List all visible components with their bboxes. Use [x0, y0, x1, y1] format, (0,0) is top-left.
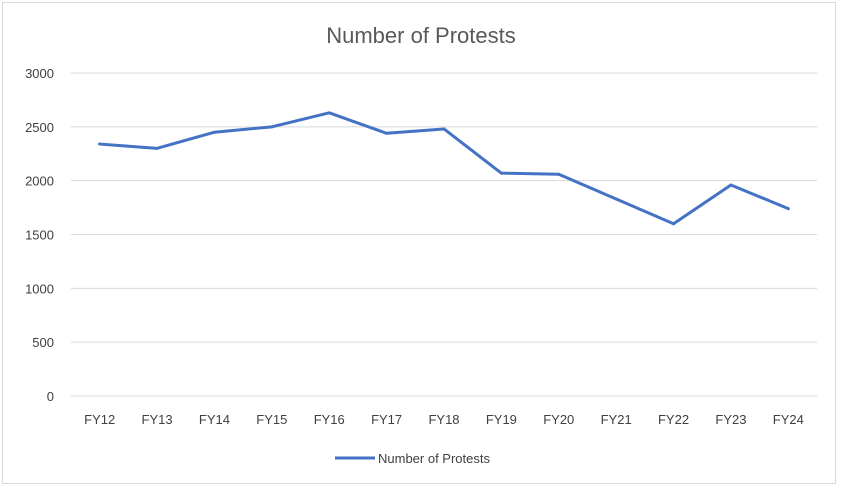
data-point-fy24: [786, 207, 790, 211]
data-point-fy22: [672, 222, 676, 226]
x-tick-label: FY23: [715, 412, 746, 427]
data-point-fy12: [98, 142, 102, 146]
line-chart: Number of Protests 0 500 1000 1500 2000 2500 3…: [25, 23, 817, 466]
y-tick-label: 1500: [25, 228, 54, 243]
data-point-fy21: [614, 197, 618, 201]
series-group: [98, 111, 790, 226]
y-tick-label: 2000: [25, 174, 54, 189]
y-axis-ticks: 0 500 1000 1500 2000 2500 3000: [25, 66, 54, 404]
x-tick-label: FY16: [314, 412, 345, 427]
x-tick-label: FY17: [371, 412, 402, 427]
x-tick-label: FY21: [601, 412, 632, 427]
x-tick-label: FY15: [256, 412, 287, 427]
x-tick-label: FY14: [199, 412, 230, 427]
data-point-fy18: [442, 127, 446, 131]
data-point-fy15: [270, 125, 274, 129]
y-tick-label: 1000: [25, 281, 54, 296]
chart-title: Number of Protests: [326, 23, 516, 48]
x-tick-label: FY19: [486, 412, 517, 427]
x-tick-label: FY24: [773, 412, 804, 427]
y-tick-label: 500: [32, 335, 54, 350]
x-tick-label: FY18: [428, 412, 459, 427]
x-tick-label: FY12: [84, 412, 115, 427]
data-point-fy17: [385, 131, 389, 135]
y-tick-label: 2500: [25, 120, 54, 135]
y-tick-label: 0: [47, 389, 54, 404]
data-point-fy23: [729, 183, 733, 187]
data-point-fy19: [499, 171, 503, 175]
x-tick-label: FY22: [658, 412, 689, 427]
x-axis-ticks: FY12 FY13 FY14 FY15 FY16 FY17 FY18 FY19 FY20 FY21…: [84, 412, 804, 427]
data-point-fy20: [557, 172, 561, 176]
data-point-fy16: [327, 111, 331, 115]
legend-label: Number of Protests: [378, 451, 490, 466]
chart-frame: Number of Protests 0 500 1000 1500 2000 2500 3…: [2, 2, 836, 484]
legend: Number of Protests: [335, 451, 490, 466]
gridlines: [71, 72, 817, 397]
x-tick-label: FY13: [142, 412, 173, 427]
data-point-fy14: [212, 130, 216, 134]
data-point-fy13: [155, 146, 159, 150]
x-tick-label: FY20: [543, 412, 574, 427]
y-tick-label: 3000: [25, 66, 54, 81]
